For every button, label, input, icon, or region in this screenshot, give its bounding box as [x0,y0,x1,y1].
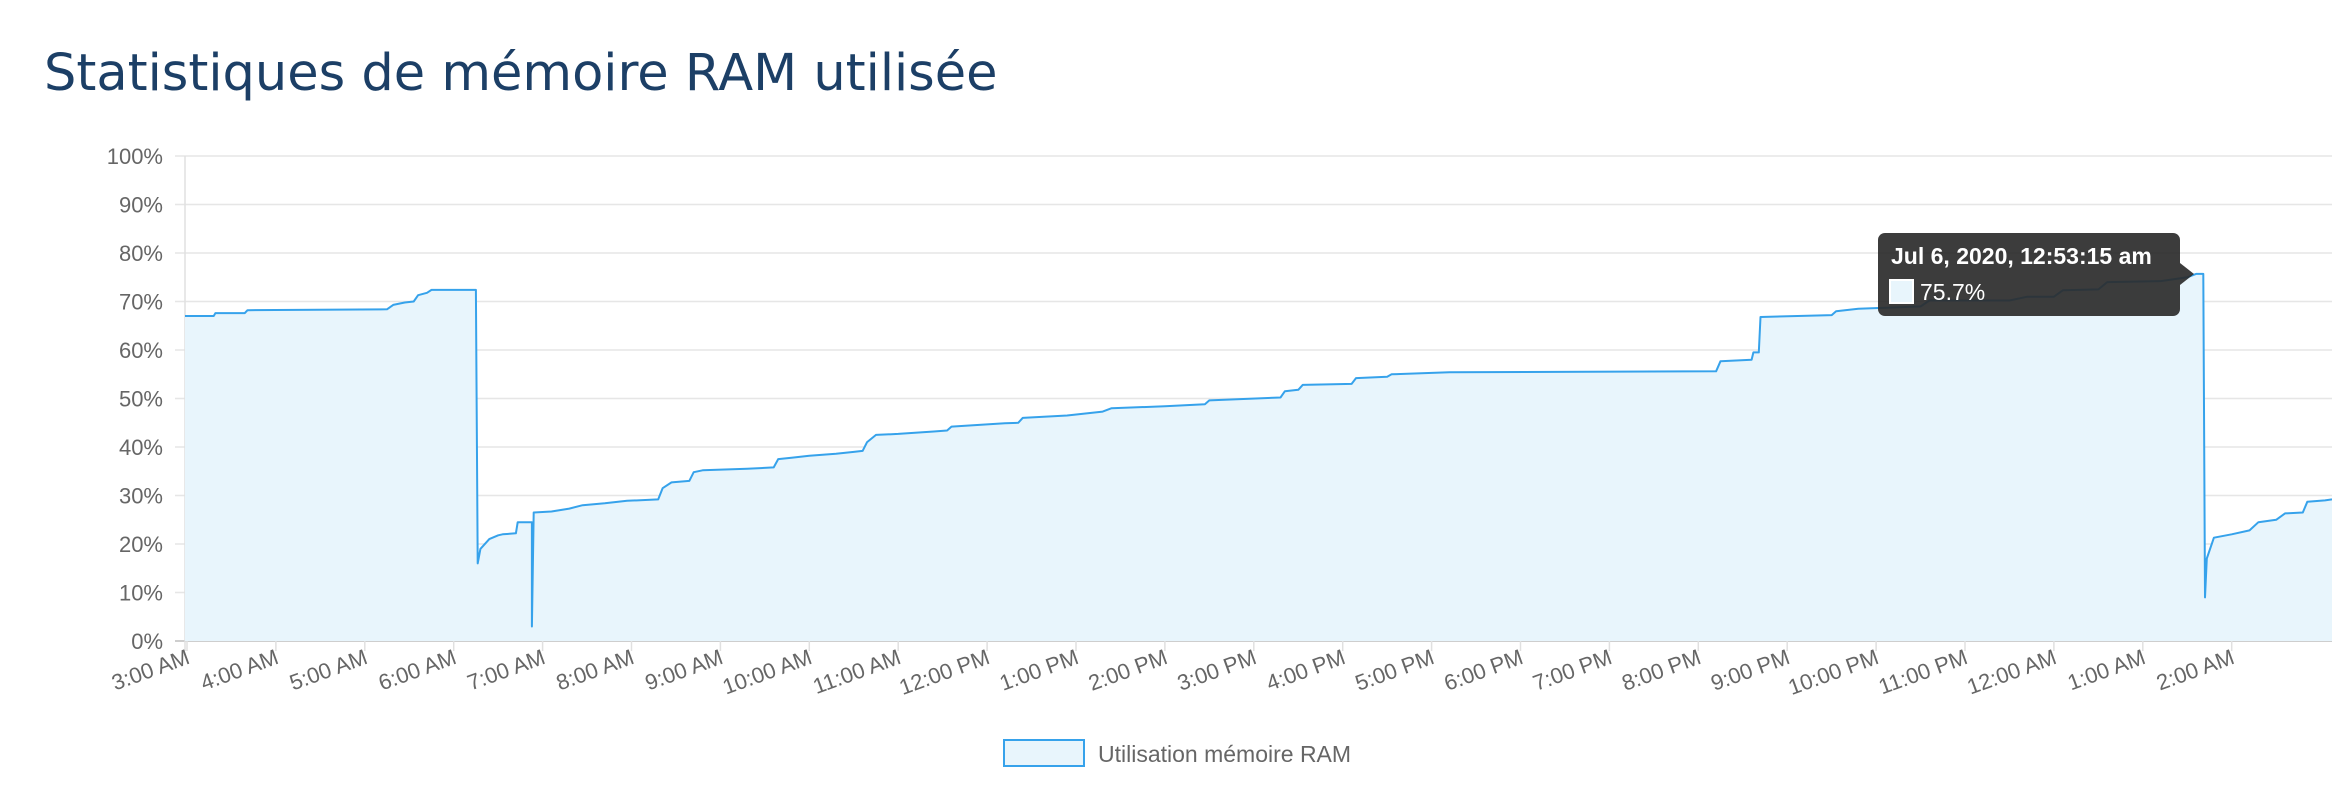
legend-label[interactable]: Utilisation mémoire RAM [1098,741,1351,767]
chart-legend[interactable]: Utilisation mémoire RAM [1003,739,1351,767]
x-axis: 3:00 AM 4:00 AM 5:00 AM 6:00 AM 7:00 AM 8:00 … [108,641,2237,700]
x-tick-label: 5:00 PM [1352,644,1438,696]
x-tick-label: 10:00 PM [1785,644,1882,700]
y-tick-label: 50% [119,387,163,412]
series-utilisation-memoire-ram [185,272,2332,641]
x-tick-label: 9:00 AM [642,644,726,695]
y-axis: 0% 10% 20% 30% 40% 50% 60% 70% 80% 90% 100% [107,144,163,654]
x-tick-label: 10:00 AM [719,644,815,699]
tooltip-title: Jul 6, 2020, 12:53:15 am [1891,243,2152,269]
legend-swatch[interactable] [1003,739,1085,767]
y-tick-label: 40% [119,435,163,460]
y-tick-label: 0% [131,629,163,654]
x-tick-label: 11:00 PM [1875,644,1971,699]
y-tick-label: 100% [107,144,163,169]
page-title: Statistiques de mémoire RAM utilisée [44,44,998,103]
x-tick-label: 7:00 PM [1530,644,1616,696]
x-tick-label: 6:00 AM [375,644,459,695]
y-tick-label: 80% [119,241,163,266]
x-tick-label: 7:00 AM [464,644,548,695]
x-tick-label: 5:00 AM [286,644,370,695]
x-tick-label: 9:00 PM [1707,644,1793,696]
chart-tooltip: Jul 6, 2020, 12:53:15 am 75.7% [1878,233,2194,316]
tooltip-color-swatch [1889,279,1914,304]
x-tick-label: 3:00 PM [1174,644,1260,696]
tooltip-box [1878,233,2180,316]
x-tick-label: 4:00 PM [1263,644,1349,696]
x-tick-label: 6:00 PM [1441,644,1527,696]
x-tick-label: 1:00 AM [2064,644,2148,695]
series-area [185,273,2332,641]
y-tick-label: 20% [119,532,163,557]
x-tick-label: 4:00 AM [197,644,281,695]
x-tick-label: 2:00 AM [2153,644,2237,695]
y-tick-label: 90% [119,193,163,218]
y-tick-label: 70% [119,290,163,315]
x-tick-label: 12:00 AM [1964,644,2060,699]
y-tick-label: 60% [119,338,163,363]
y-tick-label: 30% [119,484,163,509]
y-tick-label: 10% [119,581,163,606]
tooltip-caret [2180,263,2194,285]
x-tick-label: 12:00 PM [896,644,993,700]
tooltip-value: 75.7% [1920,279,1985,305]
x-tick-label: 8:00 AM [553,644,637,695]
x-tick-label: 1:00 PM [996,644,1082,696]
x-tick-label: 2:00 PM [1085,644,1171,696]
x-tick-label: 11:00 AM [810,644,904,699]
x-tick-label: 8:00 PM [1618,644,1704,696]
